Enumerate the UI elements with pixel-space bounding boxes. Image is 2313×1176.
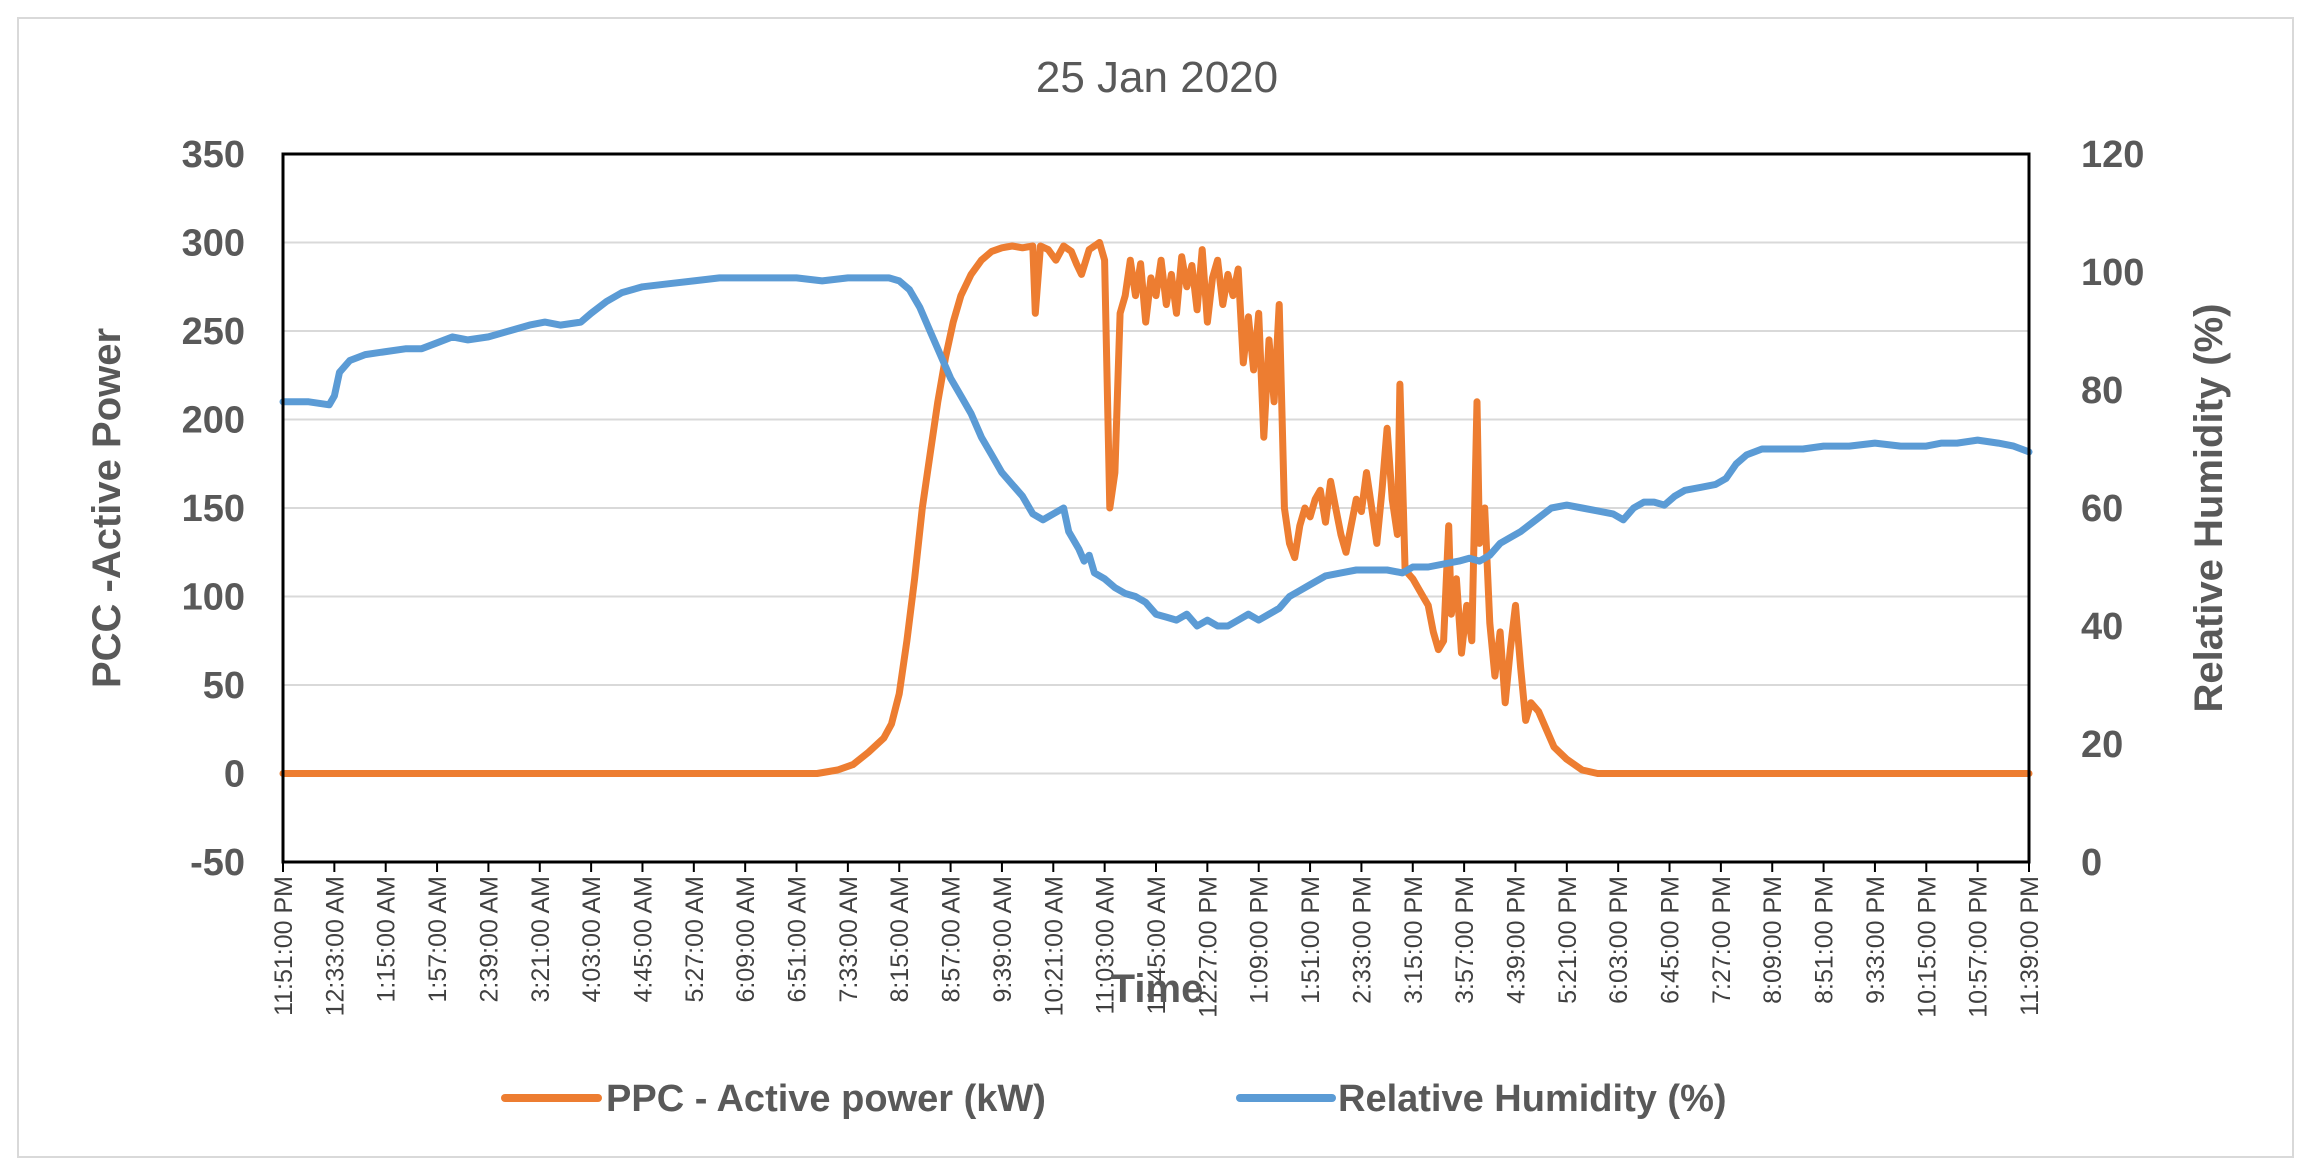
y-right-tick-label: 100 [2081,252,2144,294]
x-tick-label: 3:15:00 PM [1400,876,1428,1004]
x-tick-label: 1:09:00 PM [1246,876,1274,1004]
x-tick-label: 1:15:00 AM [373,876,401,1002]
x-tick-label: 8:51:00 PM [1811,876,1839,1004]
series-line-active-power [279,239,2033,777]
x-tick-label: 7:27:00 PM [1708,876,1736,1004]
y-right-tick-label: 60 [2081,488,2123,530]
x-tick-label: 2:33:00 PM [1348,876,1376,1004]
y-right-tick-label: 40 [2081,606,2123,648]
x-tick-label: 5:27:00 AM [681,876,709,1002]
x-tick-label: 10:21:00 AM [1040,876,1068,1016]
y-axis-right-ticks: 120 100 80 60 40 20 0 [2081,134,2144,884]
x-tick-label: 6:51:00 AM [784,876,812,1002]
series-lines [279,239,2033,777]
x-tick-label: 11:03:00 AM [1092,876,1120,1015]
x-tick-label: 6:45:00 PM [1657,876,1685,1004]
y-right-tick-label: 0 [2081,842,2102,884]
chart-title: 25 Jan 2020 [1036,53,1278,102]
x-tick-label: 6:03:00 PM [1605,876,1633,1004]
y-left-tick-label: 0 [224,754,245,796]
y-right-tick-label: 120 [2081,134,2144,176]
y-left-tick-label: 350 [182,134,245,176]
x-tick-label: 9:39:00 AM [989,876,1017,1002]
chart-frame [17,17,2294,1158]
x-tick-label: 4:39:00 PM [1502,876,1530,1004]
x-axis-label: Time [1111,967,1204,1011]
x-tick-label: 1:51:00 PM [1297,876,1325,1004]
x-tick-label: 10:15:00 PM [1913,876,1941,1018]
x-tick-label: 7:33:00 AM [835,876,863,1002]
y-left-tick-label: 50 [203,665,245,707]
x-tick-label: 11:51:00 PM [270,876,298,1016]
y-left-tick-label: 200 [182,400,245,442]
gridlines [283,153,2029,863]
y-axis-left-label: PCC -Active Power [85,328,129,688]
x-tick-label: 3:57:00 PM [1451,876,1479,1004]
legend-label-relative-humidity: Relative Humidity (%) [1338,1078,1727,1120]
y-axis-right-label: Relative Humidity (%) [2187,304,2231,713]
y-left-tick-label: -50 [190,842,245,884]
x-tick-label: 8:09:00 PM [1759,876,1787,1004]
x-tick-label: 11:45:00 AM [1143,876,1171,1015]
x-tick-label: 4:45:00 AM [629,876,657,1002]
x-tick-label: 12:27:00 PM [1194,876,1222,1018]
x-tick-label: 2:39:00 AM [475,876,503,1002]
y-left-tick-label: 300 [182,223,245,265]
x-tick-label: 11:39:00 PM [2016,876,2044,1016]
x-tick-label: 4:03:00 AM [578,876,606,1002]
y-axis-left-ticks: 350 300 250 200 150 100 50 0 -50 [182,134,245,884]
plot-area-border [281,152,2031,864]
x-tick-label: 5:21:00 PM [1554,876,1582,1004]
x-tick-label: 8:57:00 AM [938,876,966,1002]
legend: PPC - Active power (kW) Relative Humidit… [501,1078,1727,1120]
y-right-tick-label: 80 [2081,370,2123,412]
y-left-tick-label: 250 [182,311,245,353]
y-left-tick-label: 100 [182,577,245,619]
x-tick-label: 8:15:00 AM [886,876,914,1002]
x-tick-label: 1:57:00 AM [424,876,452,1002]
y-left-tick-label: 150 [182,488,245,530]
x-tick-label: 10:57:00 PM [1965,876,1993,1018]
y-right-tick-label: 20 [2081,724,2123,766]
x-tick-label: 3:21:00 AM [527,876,555,1002]
x-axis-ticks: 11:51:00 PM 12:33:00 AM 1:15:00 AM 1:57:00 … [270,862,2044,1018]
series-line-relative-humidity [279,274,2033,630]
x-tick-label: 9:33:00 PM [1862,876,1890,1004]
legend-label-active-power: PPC - Active power (kW) [606,1078,1046,1120]
x-tick-label: 12:33:00 AM [321,876,349,1016]
x-tick-label: 6:09:00 AM [732,876,760,1002]
